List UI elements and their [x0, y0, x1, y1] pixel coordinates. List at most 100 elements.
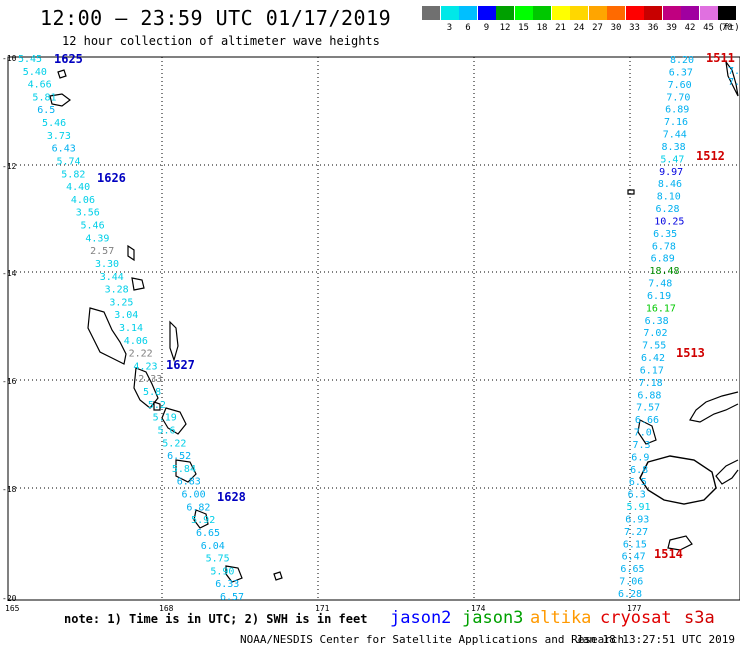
sat-jason2: jason2 [390, 608, 452, 628]
swh-value: 6.35 [653, 229, 677, 240]
swh-value: 3.28 [105, 285, 129, 296]
swh-value: 7.06 [619, 577, 643, 588]
sat-altika: altika [530, 608, 592, 628]
island-pentecost [169, 320, 179, 363]
swh-value: 6.57 [220, 592, 244, 603]
island-efate [161, 407, 187, 435]
credit-line: NOAA/NESDIS Center for Satellite Applica… [240, 633, 625, 646]
legend-swatch [514, 6, 533, 20]
generated-timestamp: Jan 18 13:27:51 UTC 2019 [576, 633, 735, 646]
swh-value: 6.00 [182, 490, 206, 501]
island-banks [49, 93, 71, 107]
swh-value: 5.46 [42, 118, 66, 129]
swh-value: 5.6 [157, 425, 175, 436]
swh-value: 2.57 [90, 246, 114, 257]
swh-value: 3.56 [76, 208, 100, 219]
swh-value: 6.43 [52, 144, 76, 155]
lon-tick-label: 171 [315, 604, 330, 613]
swh-value: 6.33 [215, 579, 239, 590]
swh-value: 6.5 [629, 477, 647, 488]
swh-value: 2.22 [129, 349, 153, 360]
island-torres [57, 69, 67, 79]
island-erromango [175, 459, 197, 483]
legend-label: 24 [573, 23, 585, 33]
swh-value: 7.60 [668, 80, 692, 91]
swh-value: 7.16 [664, 117, 688, 128]
swh-value: 7.57 [636, 403, 660, 414]
coastlines [49, 61, 739, 583]
sat-cryosat: cryosat [600, 608, 672, 628]
swh-value: 7.02 [643, 328, 667, 339]
swh-value: 9.97 [659, 167, 683, 178]
island-aneityum [225, 565, 243, 583]
swh-value: 3.25 [109, 297, 133, 308]
lat-tick-label: -18 [2, 485, 17, 494]
map-frame [7, 56, 740, 601]
swh-value: 6.5 [37, 105, 55, 116]
swh-value: 8.38 [662, 142, 686, 153]
swh-value: 8.20 [670, 55, 694, 66]
swh-value: 3.04 [114, 310, 138, 321]
island-yasawa [637, 419, 657, 445]
swh-value: 5.47 [660, 154, 684, 165]
legend-swatch [422, 6, 440, 20]
swh-value: 5.92 [191, 515, 215, 526]
swh-value: 8.10 [657, 192, 681, 203]
swh-value: 5.40 [23, 67, 47, 78]
legend-swatch [625, 6, 644, 20]
swh-value: 5.74 [56, 156, 80, 167]
lat-tick-label: -20 [2, 594, 17, 603]
swh-value: 5.2 [148, 400, 166, 411]
legend-label: 21 [555, 23, 566, 33]
track-values-right: 8.206.377.607.706.897.167.448.385.479.97… [618, 55, 740, 600]
swh-value: 6.65 [620, 564, 644, 575]
swh-value: 3.73 [47, 131, 71, 142]
lat-tick-label: -14 [2, 269, 17, 278]
swh-value: 6.28 [618, 589, 642, 600]
swh-value: 6.19 [647, 291, 671, 302]
legend-label: 36 [647, 23, 659, 33]
swh-value: 5.81 [32, 92, 56, 103]
swh-value: 16.17 [646, 303, 676, 314]
island-rotuma [627, 189, 635, 195]
swh-value: 6.3 [628, 490, 646, 501]
lat-tick-label: -16 [2, 377, 17, 386]
swh-value: 6.89 [665, 105, 689, 116]
legend-swatch [699, 6, 718, 20]
swh-value: 6.82 [186, 502, 210, 513]
swh-value: 5.84 [172, 464, 196, 475]
track-number: 1628 [217, 490, 246, 504]
legend-label: 18 [536, 23, 548, 33]
swh-value: 3.14 [119, 323, 143, 334]
swh-value: 5.19 [153, 413, 177, 424]
track-number: 1512 [696, 149, 725, 163]
island-viti-levu [639, 455, 717, 505]
island-futuna [725, 61, 739, 97]
legend-label: 30 [610, 23, 622, 33]
page-subtitle: 12 hour collection of altimeter wave hei… [62, 34, 380, 48]
island-vanua-levu-coast [715, 459, 739, 485]
swh-value: 6.89 [651, 254, 675, 265]
swh-value: 6.65 [196, 528, 220, 539]
island-ambae [131, 277, 145, 291]
lon-tick-label: 165 [5, 604, 20, 613]
legend-swatch [662, 6, 681, 20]
swh-value: 4.66 [28, 80, 52, 91]
legend-label: 6 [465, 23, 471, 33]
lat-tick-label: -12 [2, 162, 17, 171]
swh-value: 5.90 [210, 566, 234, 577]
swh-value: 2.33 [138, 374, 162, 385]
legend-label: 27 [592, 23, 603, 33]
swh-value: 6.15 [623, 539, 647, 550]
island-epi [153, 401, 161, 411]
legend-swatch [570, 6, 588, 20]
legend-unit: (ft) [718, 23, 740, 33]
legend-swatch [607, 6, 625, 20]
swh-value: 5.45 [18, 54, 42, 65]
swh-value: 6.88 [637, 390, 661, 401]
legend-swatch [496, 6, 514, 20]
legend-label: 42 [684, 23, 696, 33]
swh-value: 6.93 [625, 514, 649, 525]
legend-swatch [551, 6, 570, 20]
swh-value-partial: 7.8 [728, 77, 740, 88]
